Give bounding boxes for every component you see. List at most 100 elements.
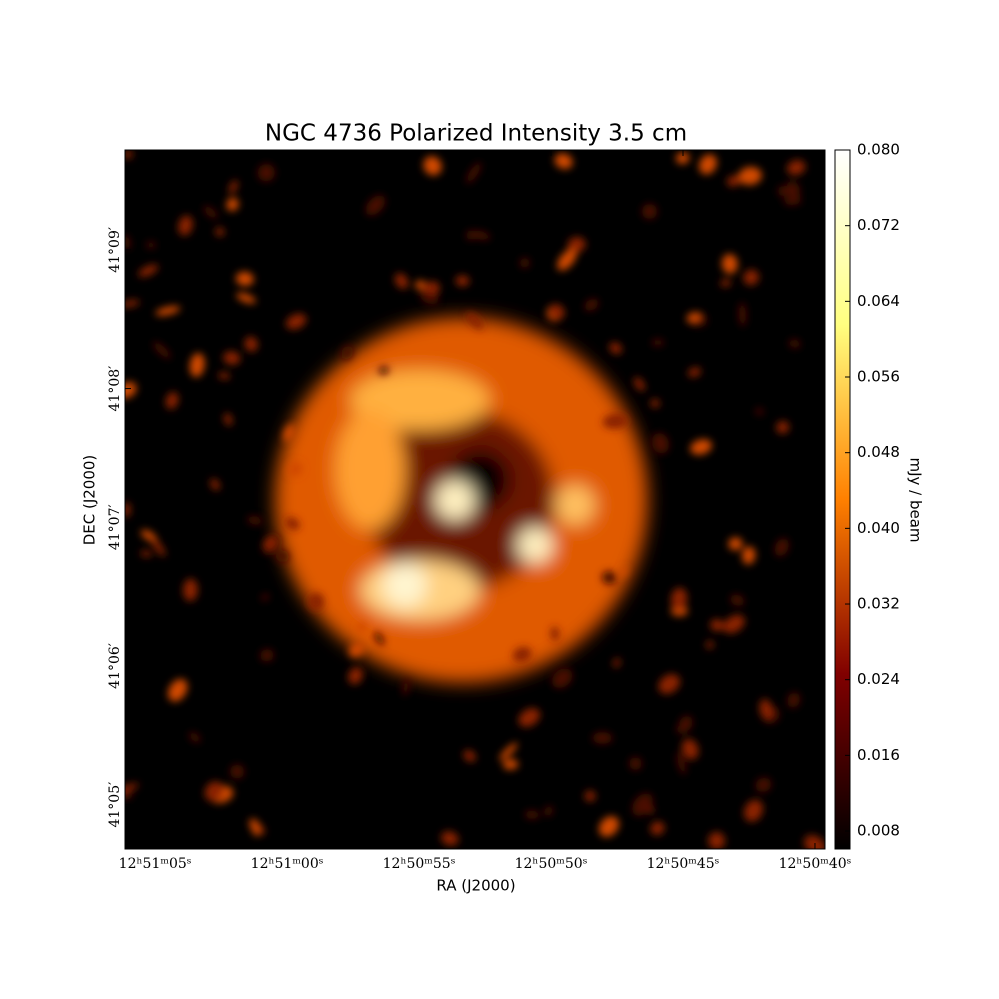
ring xyxy=(275,320,645,680)
noise-blob xyxy=(263,536,278,551)
noise-blob xyxy=(633,377,645,392)
noise-blob xyxy=(471,230,491,240)
noise-blob xyxy=(140,529,157,542)
chart-title: NGC 4736 Polarized Intensity 3.5 cm xyxy=(265,121,687,147)
noise-blob xyxy=(178,215,193,236)
noise-blob xyxy=(679,715,693,732)
noise-blob xyxy=(641,203,658,220)
noise-blob xyxy=(168,678,188,702)
y-tick-label: 41°07′ xyxy=(107,504,123,550)
noise-blob xyxy=(138,264,159,277)
noise-blob xyxy=(743,269,759,286)
noise-blob xyxy=(260,649,274,662)
noise-blob xyxy=(728,537,743,551)
noise-blob xyxy=(592,732,613,744)
noise-blob xyxy=(414,280,426,290)
y-tick-label: 41°05′ xyxy=(107,782,123,828)
noise-blob xyxy=(774,538,789,557)
noise-blob xyxy=(285,517,300,531)
noise-blob xyxy=(125,381,137,399)
noise-blob xyxy=(203,206,218,219)
noise-blob xyxy=(260,593,270,601)
plot-frame xyxy=(124,149,826,850)
colorbar-tick-label: 0.064 xyxy=(857,292,900,310)
colorbar-tick-label: 0.040 xyxy=(857,519,900,537)
noise-blob xyxy=(544,806,554,817)
noise-blob xyxy=(423,156,442,176)
noise-blob xyxy=(125,150,133,159)
noise-blob xyxy=(651,339,665,346)
image xyxy=(125,150,825,849)
noise-blob xyxy=(742,546,756,565)
knot xyxy=(435,480,475,520)
noise-blob xyxy=(519,257,530,268)
noise-blob xyxy=(463,750,476,762)
noise-blob xyxy=(466,162,482,184)
colorbar-tick-label: 0.048 xyxy=(857,443,900,461)
noise-blob xyxy=(755,407,764,416)
noise-blob xyxy=(706,640,714,649)
noise-blob xyxy=(125,783,139,794)
noise-blob xyxy=(551,668,573,689)
noise-blob xyxy=(365,195,386,216)
colorbar-tick-label: 0.080 xyxy=(857,141,900,159)
noise-blob xyxy=(257,163,275,182)
noise-blob xyxy=(554,153,573,169)
noise-blob xyxy=(584,790,596,802)
noise-blob xyxy=(228,180,238,195)
noise-blob xyxy=(285,313,307,330)
noise-blob xyxy=(466,312,484,330)
knot xyxy=(383,563,427,607)
noise-blob xyxy=(651,432,669,454)
noise-blob xyxy=(356,622,367,633)
noise-blob xyxy=(502,759,519,770)
noise-blob xyxy=(738,166,762,185)
noise-blob xyxy=(786,160,806,176)
noise-blob xyxy=(777,185,789,197)
noise-blob xyxy=(420,291,439,305)
noise-blob xyxy=(373,632,385,646)
noise-blob xyxy=(204,781,224,802)
x-tick-label: 12ʰ50ᵐ55ˢ xyxy=(383,856,456,872)
noise-blob xyxy=(787,692,800,708)
noise-blob xyxy=(518,708,541,727)
colorbar xyxy=(834,149,851,850)
x-axis-label: RA (J2000) xyxy=(436,877,515,895)
colorbar-tick-label: 0.024 xyxy=(857,670,900,688)
noise-blob xyxy=(776,420,790,434)
noise-blob xyxy=(609,342,622,355)
noise-blob xyxy=(690,439,712,455)
noise-blob xyxy=(618,567,628,577)
noise-blob xyxy=(720,279,732,287)
noise-blob xyxy=(601,571,617,585)
noise-blob xyxy=(744,799,763,822)
noise-blob xyxy=(681,738,699,760)
noise-blob xyxy=(229,764,245,779)
noise-blob xyxy=(247,516,263,525)
y-tick-label: 41°09′ xyxy=(107,227,123,273)
noise-blob xyxy=(226,197,239,212)
knot xyxy=(350,370,490,430)
noise-blob xyxy=(223,413,233,426)
y-tick-label: 41°08′ xyxy=(107,366,123,412)
x-tick-label: 12ʰ51ᵐ05ˢ xyxy=(119,856,192,872)
noise-blob xyxy=(629,757,642,771)
noise-blob xyxy=(140,550,152,557)
noise-blob xyxy=(650,399,660,408)
noise-blob xyxy=(250,818,260,837)
noise-blob xyxy=(455,275,470,287)
noise-blob xyxy=(710,619,724,632)
noise-blob xyxy=(348,667,363,685)
knot xyxy=(555,485,595,525)
colorbar-tick-label: 0.056 xyxy=(857,368,900,386)
noise-blob xyxy=(236,292,256,304)
noise-blob xyxy=(786,181,801,198)
x-tick-label: 12ʰ50ᵐ40ˢ xyxy=(779,856,852,872)
knot xyxy=(517,527,553,563)
noise-blob xyxy=(348,642,365,658)
noise-blob xyxy=(650,821,665,836)
noise-blob xyxy=(726,175,741,187)
noise-blob xyxy=(687,367,701,378)
noise-blob xyxy=(283,424,296,442)
colorbar-tick-label: 0.016 xyxy=(857,746,900,764)
